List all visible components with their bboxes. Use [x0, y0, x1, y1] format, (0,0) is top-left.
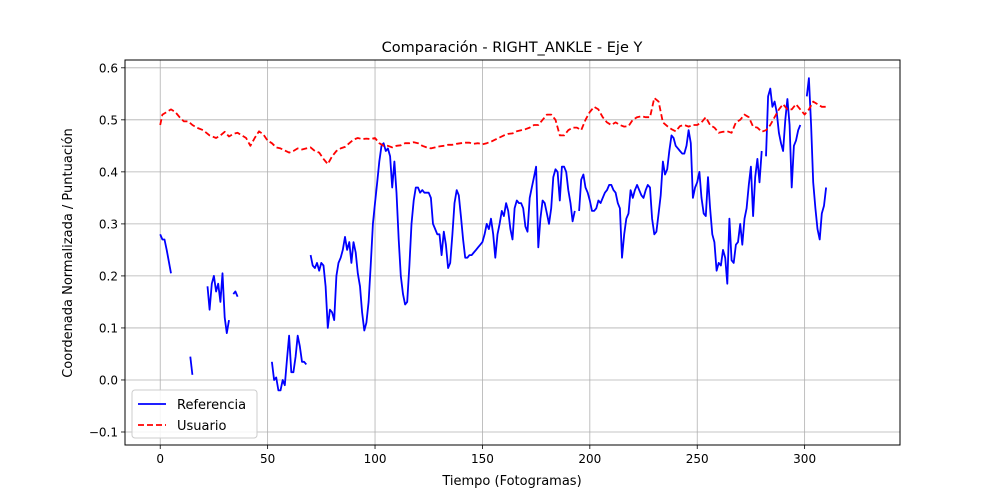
y-axis-label: Coordenada Normalizada / Puntuación [61, 128, 76, 378]
legend-label-referencia: Referencia [177, 398, 246, 413]
y-axis-ticks: −0.1 0.0 0.1 0.2 0.3 0.4 0.5 0.6 [89, 61, 125, 439]
x-tick-label: 300 [793, 452, 816, 466]
plot-frame [124, 59, 901, 446]
legend-label-usuario: Usuario [177, 419, 226, 434]
series-line-referencia [159, 233, 172, 274]
legend-box [131, 389, 258, 439]
x-tick-label: 100 [364, 452, 387, 466]
y-tick-label: 0.6 [99, 61, 118, 75]
series-line-referencia [309, 142, 576, 332]
series-line-referencia [805, 77, 827, 241]
legend: Referencia Usuario [131, 389, 258, 439]
series-line-referencia [189, 356, 194, 375]
x-tick-label: 200 [578, 452, 601, 466]
series-line-usuario [159, 97, 827, 165]
series-line-referencia [578, 129, 763, 285]
y-tick-label: 0.2 [99, 269, 118, 283]
y-tick-label: 0.1 [99, 321, 118, 335]
y-tick-label: −0.1 [89, 425, 118, 439]
series-line-referencia [232, 290, 239, 298]
series-line-referencia [271, 334, 307, 392]
y-tick-label: 0.3 [99, 217, 118, 231]
x-tick-label: 250 [686, 452, 709, 466]
y-tick-label: 0.0 [99, 373, 118, 387]
series-line-referencia [765, 87, 802, 189]
x-tick-label: 0 [156, 452, 164, 466]
y-tick-label: 0.4 [99, 165, 118, 179]
x-axis-label: Tiempo (Fotogramas) [441, 474, 581, 489]
chart-title: Comparación - RIGHT_ANKLE - Eje Y [382, 40, 643, 56]
series-group [159, 77, 827, 392]
y-tick-label: 0.5 [99, 113, 118, 127]
x-axis-ticks: 0 50 100 150 200 250 300 [156, 445, 816, 466]
x-tick-label: 150 [471, 452, 494, 466]
series-line-referencia [206, 272, 230, 334]
x-tick-label: 50 [260, 452, 275, 466]
